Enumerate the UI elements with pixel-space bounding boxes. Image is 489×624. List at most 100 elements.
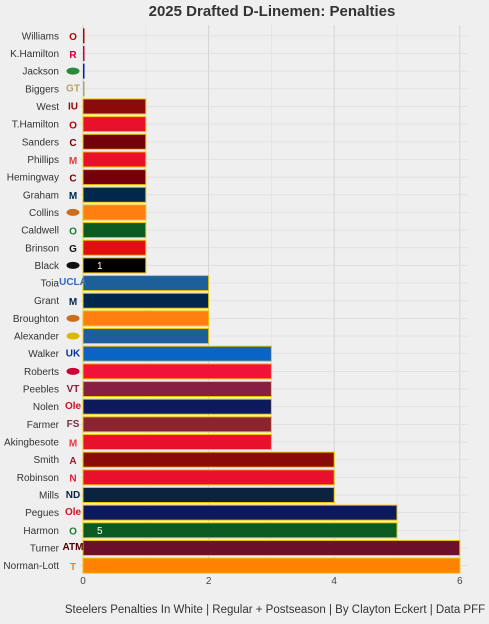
- svg-text:IU: IU: [68, 101, 78, 112]
- bar-grant: [82, 292, 210, 309]
- bar-alexander: [82, 328, 210, 345]
- iowa-hawkeye-logo: [66, 261, 80, 269]
- player-label: Phillips: [27, 155, 59, 166]
- bars: 15: [82, 28, 461, 574]
- svg-text:M: M: [69, 297, 77, 308]
- south-carolina-logo: C: [69, 173, 76, 184]
- svg-text:FS: FS: [67, 419, 80, 430]
- bar-jackson: [83, 63, 85, 79]
- georgia-logo: G: [69, 244, 77, 255]
- player-label: Caldwell: [21, 226, 59, 237]
- x-tick-label: 0: [80, 576, 86, 587]
- player-label: Jackson: [22, 67, 59, 78]
- texas-longhorn-logo: [66, 314, 80, 322]
- player-label: T.Hamilton: [12, 120, 59, 131]
- ucla-logo: [66, 332, 80, 340]
- player-label: Smith: [33, 455, 59, 466]
- bar-collins: [82, 204, 147, 221]
- virginia-tech-logo: VT: [67, 384, 80, 395]
- south-carolina-logo: C: [69, 138, 76, 149]
- steelers-penalty-label: 5: [97, 526, 103, 537]
- player-label: Broughton: [13, 314, 59, 325]
- svg-text:O: O: [69, 120, 77, 131]
- x-tick-label: 4: [331, 576, 337, 587]
- svg-text:Ole: Ole: [65, 401, 82, 412]
- player-label: Williams: [22, 31, 59, 42]
- michigan-logo: M: [69, 297, 77, 308]
- bar-peebles: [82, 381, 272, 398]
- player-label: Brinson: [25, 243, 59, 254]
- maryland-logo: M: [69, 438, 77, 449]
- ucla-logo: UCLA: [59, 277, 87, 288]
- player-label: Pegues: [25, 508, 59, 519]
- svg-text:M: M: [69, 191, 77, 202]
- bar-roberts: [82, 363, 272, 380]
- bar-graham: [82, 186, 147, 203]
- player-label: West: [36, 102, 59, 113]
- bar-hemingway: [82, 169, 147, 186]
- bar-smith: [82, 451, 335, 468]
- michigan-logo: M: [69, 191, 77, 202]
- svg-text:R: R: [69, 50, 77, 61]
- player-label: Nolen: [33, 402, 59, 413]
- svg-text:O: O: [69, 32, 77, 43]
- player-label: Grant: [34, 296, 59, 307]
- oregon-logo: O: [69, 527, 77, 538]
- bar-norman-lott: [82, 557, 461, 574]
- bar-williams: [83, 28, 85, 44]
- bar-phillips: [82, 151, 147, 168]
- svg-text:VT: VT: [67, 384, 80, 395]
- bar-sanders: [82, 133, 147, 150]
- bar-robinson: [82, 469, 335, 486]
- svg-text:M: M: [69, 156, 77, 167]
- player-label: Harmon: [23, 526, 59, 537]
- player-label: Graham: [23, 190, 59, 201]
- bar-biggers: [83, 81, 85, 97]
- player-label: Toia: [41, 279, 60, 290]
- player-label: Hemingway: [7, 173, 59, 184]
- x-tick-label: 6: [457, 576, 463, 587]
- svg-text:GT: GT: [66, 84, 80, 95]
- player-label: Walker: [28, 349, 59, 360]
- svg-text:O: O: [69, 226, 77, 237]
- bar-harmon: [82, 522, 398, 539]
- bar-west: [82, 98, 147, 115]
- kentucky-logo: UK: [66, 349, 81, 360]
- bar-nolen: [82, 398, 272, 415]
- svg-text:UK: UK: [66, 349, 81, 360]
- player-label: Robinson: [17, 473, 59, 484]
- bar-akingbesote: [82, 434, 272, 451]
- svg-text:C: C: [69, 138, 76, 149]
- svg-text:O: O: [69, 527, 77, 538]
- player-labels: Williams K.Hamilton Jackson Biggers West T.Ha…: [3, 31, 60, 572]
- bar-caldwell: [82, 222, 147, 239]
- georgia-tech-logo: GT: [66, 84, 80, 95]
- bar-k-hamilton: [83, 45, 85, 61]
- bar-t-hamilton: [82, 116, 147, 133]
- smu-logo: [66, 367, 80, 375]
- svg-text:T: T: [70, 562, 76, 573]
- chart-title: 2025 Drafted D-Linemen: Penalties: [149, 3, 396, 20]
- steelers-penalty-label: 1: [97, 261, 103, 272]
- texas-am-logo: ATM: [63, 542, 84, 553]
- ole-miss-logo: Ole: [65, 401, 82, 412]
- player-label: Turner: [30, 543, 60, 554]
- bar-toia: [82, 275, 210, 292]
- oregon-logo: O: [69, 226, 77, 237]
- indiana-logo: IU: [68, 101, 78, 112]
- player-label: Biggers: [25, 84, 59, 95]
- player-label: Mills: [39, 490, 59, 501]
- florida-state-logo: FS: [67, 419, 80, 430]
- player-label: Sanders: [22, 137, 59, 148]
- maryland-logo: M: [69, 156, 77, 167]
- svg-text:N: N: [69, 474, 76, 485]
- player-label: Alexander: [14, 332, 60, 343]
- player-label: Norman-Lott: [3, 561, 59, 572]
- bar-farmer: [82, 416, 272, 433]
- player-label: Farmer: [27, 420, 60, 431]
- nebraska-logo: N: [69, 474, 76, 485]
- bar-mills: [82, 486, 335, 503]
- bar-brinson: [82, 239, 147, 256]
- player-label: K.Hamilton: [10, 49, 59, 60]
